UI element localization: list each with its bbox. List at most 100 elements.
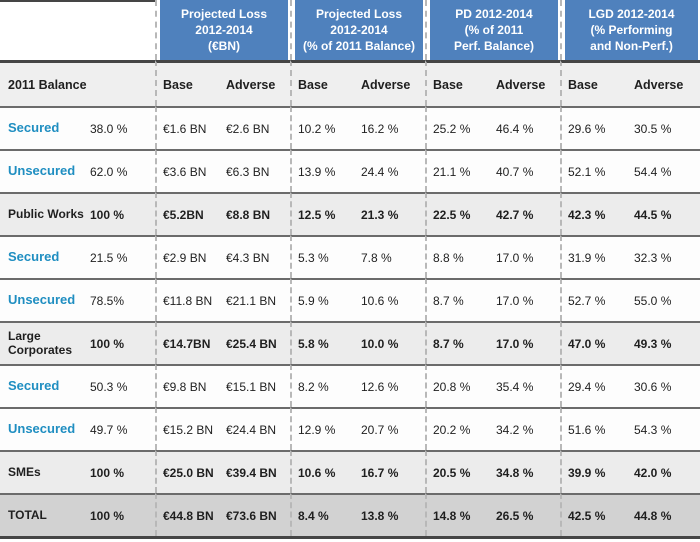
- value-cell: 12.5 %: [290, 192, 355, 235]
- value-cell: 10.6 %: [355, 278, 425, 321]
- value-cell: 5.9 %: [290, 278, 355, 321]
- balance-column-header: 2011 Balance: [0, 60, 155, 106]
- value-cell: €4.3 BN: [220, 235, 290, 278]
- value-cell: 20.8 %: [425, 364, 490, 407]
- column-group-title: PD 2012-2014 (% of 2011 Perf. Balance): [430, 0, 558, 60]
- value-cell: 35.4 %: [490, 364, 560, 407]
- value-cell: 17.0 %: [490, 235, 560, 278]
- value-cell: 13.9 %: [290, 149, 355, 192]
- row-label: Secured: [0, 106, 88, 149]
- base-column-header: Base: [425, 60, 490, 106]
- value-cell: 54.3 %: [628, 407, 700, 450]
- value-cell: 44.8 %: [628, 493, 700, 536]
- column-group-header-lgd: LGD 2012-2014 (% Performing and Non-Perf…: [560, 0, 700, 60]
- adverse-column-header: Adverse: [490, 60, 560, 106]
- value-cell: 31.9 %: [560, 235, 628, 278]
- value-cell: €2.6 BN: [220, 106, 290, 149]
- value-cell: 29.6 %: [560, 106, 628, 149]
- row-label: Unsecured: [0, 407, 88, 450]
- value-cell: 54.4 %: [628, 149, 700, 192]
- value-cell: 39.9 %: [560, 450, 628, 493]
- value-cell: 52.7 %: [560, 278, 628, 321]
- corner-cell: [0, 0, 155, 60]
- value-cell: 30.6 %: [628, 364, 700, 407]
- balance-cell: 100 %: [88, 493, 155, 536]
- column-group-title: LGD 2012-2014 (% Performing and Non-Perf…: [565, 0, 698, 60]
- adverse-column-header: Adverse: [220, 60, 290, 106]
- balance-cell: 62.0 %: [88, 149, 155, 192]
- row-label: Large Corporates: [0, 321, 88, 364]
- row-label: Unsecured: [0, 278, 88, 321]
- value-cell: €39.4 BN: [220, 450, 290, 493]
- value-cell: 42.7 %: [490, 192, 560, 235]
- value-cell: €9.8 BN: [155, 364, 220, 407]
- value-cell: 7.8 %: [355, 235, 425, 278]
- value-cell: 8.7 %: [425, 278, 490, 321]
- value-cell: €24.4 BN: [220, 407, 290, 450]
- value-cell: 13.8 %: [355, 493, 425, 536]
- value-cell: 12.6 %: [355, 364, 425, 407]
- value-cell: 8.8 %: [425, 235, 490, 278]
- value-cell: 47.0 %: [560, 321, 628, 364]
- value-cell: €3.6 BN: [155, 149, 220, 192]
- value-cell: 17.0 %: [490, 321, 560, 364]
- value-cell: 26.5 %: [490, 493, 560, 536]
- value-cell: €11.8 BN: [155, 278, 220, 321]
- value-cell: 8.4 %: [290, 493, 355, 536]
- row-label: SMEs: [0, 450, 88, 493]
- value-cell: 25.2 %: [425, 106, 490, 149]
- value-cell: 12.9 %: [290, 407, 355, 450]
- balance-cell: 38.0 %: [88, 106, 155, 149]
- value-cell: 55.0 %: [628, 278, 700, 321]
- column-group-title: Projected Loss 2012-2014 (€BN): [160, 0, 288, 60]
- row-label: Public Works: [0, 192, 88, 235]
- value-cell: 14.8 %: [425, 493, 490, 536]
- value-cell: 22.5 %: [425, 192, 490, 235]
- value-cell: 46.4 %: [490, 106, 560, 149]
- base-column-header: Base: [155, 60, 220, 106]
- value-cell: 32.3 %: [628, 235, 700, 278]
- value-cell: 44.5 %: [628, 192, 700, 235]
- value-cell: €5.2BN: [155, 192, 220, 235]
- row-label: Secured: [0, 364, 88, 407]
- row-label: TOTAL: [0, 493, 88, 536]
- value-cell: 21.3 %: [355, 192, 425, 235]
- value-cell: €8.8 BN: [220, 192, 290, 235]
- value-cell: 51.6 %: [560, 407, 628, 450]
- balance-cell: 100 %: [88, 450, 155, 493]
- base-column-header: Base: [290, 60, 355, 106]
- value-cell: 49.3 %: [628, 321, 700, 364]
- value-cell: 42.0 %: [628, 450, 700, 493]
- balance-cell: 50.3 %: [88, 364, 155, 407]
- value-cell: 40.7 %: [490, 149, 560, 192]
- value-cell: 16.7 %: [355, 450, 425, 493]
- adverse-column-header: Adverse: [355, 60, 425, 106]
- value-cell: 20.7 %: [355, 407, 425, 450]
- value-cell: 42.5 %: [560, 493, 628, 536]
- value-cell: 34.8 %: [490, 450, 560, 493]
- value-cell: 42.3 %: [560, 192, 628, 235]
- value-cell: 5.3 %: [290, 235, 355, 278]
- balance-cell: 49.7 %: [88, 407, 155, 450]
- value-cell: 29.4 %: [560, 364, 628, 407]
- value-cell: €73.6 BN: [220, 493, 290, 536]
- value-cell: 8.2 %: [290, 364, 355, 407]
- value-cell: €44.8 BN: [155, 493, 220, 536]
- value-cell: €25.4 BN: [220, 321, 290, 364]
- value-cell: 16.2 %: [355, 106, 425, 149]
- balance-cell: 100 %: [88, 192, 155, 235]
- value-cell: €6.3 BN: [220, 149, 290, 192]
- value-cell: 24.4 %: [355, 149, 425, 192]
- value-cell: 10.0 %: [355, 321, 425, 364]
- value-cell: 10.6 %: [290, 450, 355, 493]
- column-group-header-projected-loss-pct: Projected Loss 2012-2014 (% of 2011 Bala…: [290, 0, 425, 60]
- value-cell: 5.8 %: [290, 321, 355, 364]
- column-group-header-projected-loss-bn: Projected Loss 2012-2014 (€BN): [155, 0, 290, 60]
- balance-cell: 78.5%: [88, 278, 155, 321]
- value-cell: 30.5 %: [628, 106, 700, 149]
- value-cell: 52.1 %: [560, 149, 628, 192]
- balance-cell: 21.5 %: [88, 235, 155, 278]
- value-cell: €14.7BN: [155, 321, 220, 364]
- balance-cell: 100 %: [88, 321, 155, 364]
